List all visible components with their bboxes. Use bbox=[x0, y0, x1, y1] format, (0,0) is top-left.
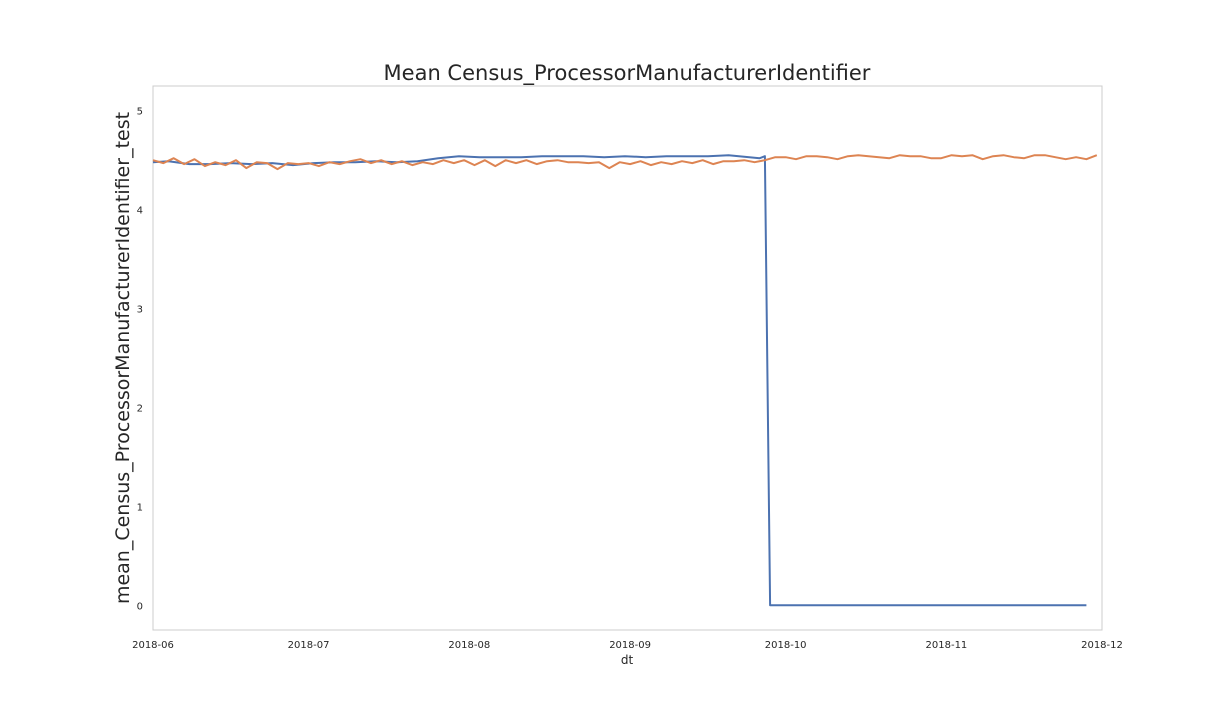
x-tick-label: 2018-09 bbox=[609, 640, 651, 651]
x-tick-label: 2018-08 bbox=[448, 640, 490, 651]
x-axis-title: dt bbox=[621, 653, 634, 667]
x-tick-label: 2018-11 bbox=[926, 640, 968, 651]
y-tick-label: 0 bbox=[137, 601, 143, 612]
y-tick-label: 5 bbox=[137, 107, 143, 118]
y-tick-label: 4 bbox=[137, 206, 143, 217]
y-tick-label: 3 bbox=[137, 305, 143, 316]
x-tick-label: 2018-06 bbox=[132, 640, 174, 651]
y-axis-title: mean_Census_ProcessorManufacturerIdentif… bbox=[112, 112, 134, 604]
series-line-2 bbox=[152, 154, 1098, 171]
x-tick-label: 2018-07 bbox=[288, 640, 330, 651]
y-tick-label: 2 bbox=[137, 403, 143, 414]
x-axis-ticks: 2018-06 2018-07 2018-08 2018-09 2018-10 2018-… bbox=[132, 640, 1123, 651]
x-tick-label: 2018-10 bbox=[765, 640, 807, 651]
chart-title: Mean Census_ProcessorManufacturerIdentif… bbox=[384, 61, 871, 86]
y-tick-label: 1 bbox=[137, 502, 143, 513]
series-line-1 bbox=[152, 154, 1087, 607]
plot-area-frame bbox=[152, 85, 1103, 631]
y-axis-ticks: 0 1 2 3 4 5 bbox=[137, 107, 143, 613]
x-tick-label: 2018-12 bbox=[1081, 640, 1123, 651]
series-layer bbox=[152, 154, 1098, 607]
